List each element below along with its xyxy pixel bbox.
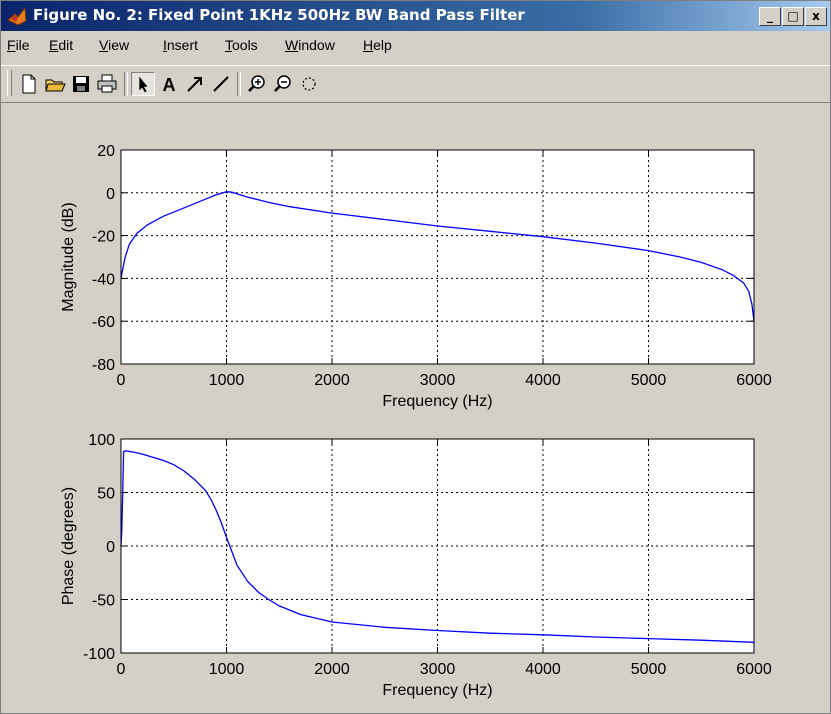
y-axis-label: Phase (degrees) [60,487,77,605]
menu-insert[interactable]: Insert [163,37,199,53]
title-bar[interactable]: Figure No. 2: Fixed Point 1KHz 500Hz BW … [1,1,830,31]
toolbar: A [1,65,830,103]
menu-view[interactable]: View [99,37,130,53]
window-title: Figure No. 2: Fixed Point 1KHz 500Hz BW … [33,6,525,24]
y-tick-label: -60 [92,314,115,331]
x-tick-label: 2000 [314,661,350,678]
rotate-3d-icon [302,77,316,91]
insert-line-button[interactable] [209,72,233,96]
rotate-3d-button[interactable] [297,72,321,96]
y-tick-label: -40 [92,271,115,288]
magnitude-axes[interactable]: 0 1000 2000 3000 4000 5000 6000 -80 -60 -40 -20 0 20… [60,143,772,410]
insert-arrow-icon [187,77,202,92]
insert-text-button[interactable]: A [157,72,181,96]
new-file-button[interactable] [17,72,41,96]
zoom-in-icon [248,75,265,92]
x-tick-label: 2000 [314,372,350,389]
zoom-in-button[interactable] [245,72,269,96]
insert-line-icon [213,76,229,92]
select-tool-button[interactable] [131,72,155,96]
save-button[interactable] [69,72,93,96]
phase-axes[interactable]: 0 1000 2000 3000 4000 5000 6000 -100 -50 0 50 100 Fr… [60,432,772,699]
x-tick-label: 6000 [736,661,772,678]
y-axis-label: Magnitude (dB) [60,202,77,311]
open-folder-icon [45,79,66,92]
print-button[interactable] [95,72,119,96]
x-axis-label: Frequency (Hz) [382,393,492,410]
save-icon [73,76,89,92]
x-tick-label: 1000 [209,372,245,389]
menu-edit[interactable]: Edit [49,37,74,53]
zoom-out-icon [274,75,291,92]
new-file-icon [22,74,36,94]
menu-file[interactable]: File [7,37,30,53]
x-tick-label: 6000 [736,372,772,389]
zoom-out-button[interactable] [271,72,295,96]
x-tick-label: 0 [117,372,126,389]
y-tick-label: 100 [88,432,115,449]
minimize-button[interactable]: _ [759,7,781,26]
x-tick-label: 3000 [420,372,456,389]
y-tick-label: 0 [106,186,115,203]
y-tick-label: 20 [97,143,115,160]
x-axis-label: Frequency (Hz) [382,682,492,699]
x-tick-label: 5000 [631,661,667,678]
series-line [120,191,755,322]
x-tick-label: 0 [117,661,126,678]
menu-window[interactable]: Window [285,37,335,53]
x-tick-label: 5000 [631,372,667,389]
maximize-button[interactable]: □ [782,7,804,26]
matlab-logo-icon [7,6,27,26]
figure-canvas: 0 1000 2000 3000 4000 5000 6000-80-60-40-20020… [60,143,772,699]
y-tick-label: 0 [106,539,115,556]
insert-text-glyph: A [163,75,176,95]
menu-help[interactable]: Help [363,37,392,53]
x-tick-label: 3000 [420,661,456,678]
x-tick-label: 4000 [525,372,561,389]
y-tick-label: -20 [92,229,115,246]
x-tick-label: 1000 [209,661,245,678]
series-line [120,450,755,643]
open-button[interactable] [43,72,67,96]
toolbar-grip[interactable] [7,70,12,96]
y-tick-label: -50 [92,593,115,610]
y-tick-label: -100 [83,646,115,663]
insert-text-icon: A [163,75,176,95]
toolbar-separator [124,72,128,96]
x-tick-label: 4000 [525,661,561,678]
y-tick-label: -80 [92,357,115,374]
print-icon [97,74,117,93]
menu-tools[interactable]: Tools [225,37,258,53]
y-tick-label: 50 [97,486,115,503]
close-button[interactable]: x [805,7,827,26]
select-arrow-icon [139,76,148,93]
toolbar-separator [237,72,241,96]
insert-arrow-button[interactable] [183,72,207,96]
